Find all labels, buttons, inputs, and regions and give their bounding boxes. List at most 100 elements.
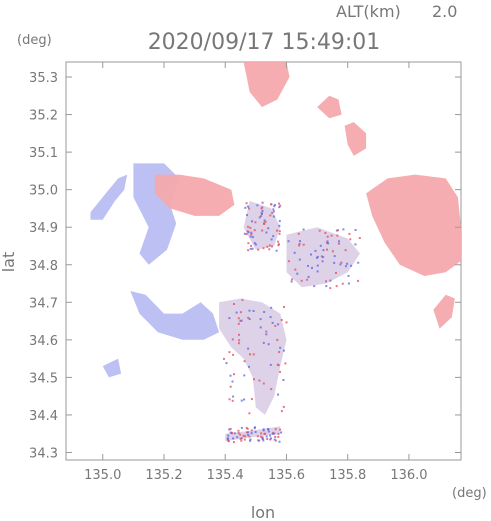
echo-speckle [335, 271, 337, 274]
echo-speckle [349, 238, 352, 241]
echo-speckle [357, 261, 360, 264]
echo-speckle [252, 310, 255, 312]
y-tick-label-3: 34.6 [29, 334, 58, 349]
echo-speckle [336, 234, 339, 237]
echo-speckle [265, 435, 268, 438]
echo-speckle [262, 429, 265, 432]
echo-speckle [272, 235, 275, 238]
echo-speckle [344, 265, 347, 268]
echo-speckle [249, 226, 252, 229]
echo-speckle [311, 266, 313, 269]
echo-speckle [290, 280, 293, 283]
echo-speckle [231, 338, 234, 341]
echo-speckle [249, 353, 251, 356]
echo-speckle [310, 253, 312, 256]
echo-speckle [238, 339, 241, 342]
x-tick-label-5: 136.0 [390, 468, 427, 483]
echo-speckle [252, 353, 255, 356]
echo-speckle [270, 388, 273, 391]
echo-speckle [350, 264, 353, 267]
echo-speckle [231, 399, 234, 402]
echo-speckle [285, 321, 288, 324]
echo-speckle [306, 278, 309, 281]
echo-speckle [278, 206, 281, 209]
echo-speckle [245, 426, 248, 429]
echo-speckle [326, 235, 329, 238]
echo-speckle [242, 434, 245, 437]
echo-speckle [287, 240, 290, 243]
echo-speckle [278, 351, 281, 353]
echo-speckle [279, 428, 282, 431]
echo-speckle [307, 275, 310, 278]
echo-speckle [241, 298, 244, 301]
y-tick-label-9: 35.2 [29, 109, 58, 124]
echo-speckle [296, 272, 299, 275]
echo-speckle [261, 436, 264, 439]
echo-speckle [261, 210, 264, 212]
echo-speckle [325, 285, 328, 288]
echo-speckle [251, 247, 254, 250]
echo-speckle [230, 431, 233, 434]
y-tick-label-5: 34.8 [29, 259, 58, 274]
x-tick-label-1: 135.2 [145, 468, 182, 483]
echo-speckle [229, 374, 232, 377]
echo-speckle [250, 231, 253, 234]
echo-speckle [262, 341, 265, 344]
echo-speckle [247, 225, 250, 228]
echo-speckle [324, 232, 327, 234]
echo-speckle [280, 431, 283, 434]
echo-speckle [240, 439, 243, 442]
echo-speckle [321, 260, 324, 263]
echo-speckle [269, 438, 272, 441]
echo-speckle [262, 382, 265, 385]
echo-speckle [249, 439, 251, 442]
echo-speckle [265, 333, 268, 336]
echo-speckle [247, 242, 250, 245]
echo-speckle [339, 263, 342, 266]
echo-speckle [261, 206, 264, 209]
echo-speckle [270, 238, 273, 241]
echo-speckle [259, 326, 262, 329]
echo-speckle [260, 215, 263, 217]
echo-speckle [249, 438, 252, 441]
echo-speckle [267, 343, 270, 346]
echo-speckle [336, 229, 339, 232]
altitude-value: 2.0 [432, 2, 457, 21]
echo-speckle [232, 437, 235, 440]
echo-speckle [282, 349, 285, 352]
x-tick-label-4: 135.8 [329, 468, 366, 483]
echo-speckle [300, 279, 303, 282]
echo-speckle [291, 278, 294, 281]
y-tick-label-0: 34.3 [29, 446, 58, 461]
echo-speckle [251, 220, 253, 223]
x-axis: 135.0 135.2 135.4 135.6 135.8 136.0 [84, 62, 428, 483]
echo-speckle [261, 201, 264, 204]
echo-region-4 [317, 95, 342, 119]
echo-speckle [282, 405, 285, 408]
echo-speckle [318, 229, 321, 232]
echo-speckle [248, 435, 251, 438]
echo-speckle [278, 232, 281, 235]
echo-speckle [254, 221, 257, 224]
echo-speckle [320, 255, 323, 258]
echo-speckle [279, 370, 281, 373]
echo-speckle [274, 428, 277, 431]
echo-speckle [233, 373, 235, 376]
echo-speckle [253, 378, 255, 381]
echo-speckle [284, 362, 287, 365]
echo-speckle [254, 426, 256, 429]
echo-speckle [277, 323, 280, 326]
echo-speckle [287, 260, 290, 263]
echo-speckle [264, 220, 267, 223]
echo-region-6 [366, 174, 461, 276]
x-axis-unit: (deg) [452, 486, 487, 501]
echo-speckle [248, 412, 251, 415]
echo-speckle [254, 431, 257, 433]
echo-speckle [249, 247, 252, 250]
echo-speckle [228, 351, 231, 354]
echo-speckle [278, 220, 281, 223]
echo-speckle [298, 244, 301, 247]
echo-speckle [254, 243, 257, 246]
echo-speckle [229, 427, 232, 430]
